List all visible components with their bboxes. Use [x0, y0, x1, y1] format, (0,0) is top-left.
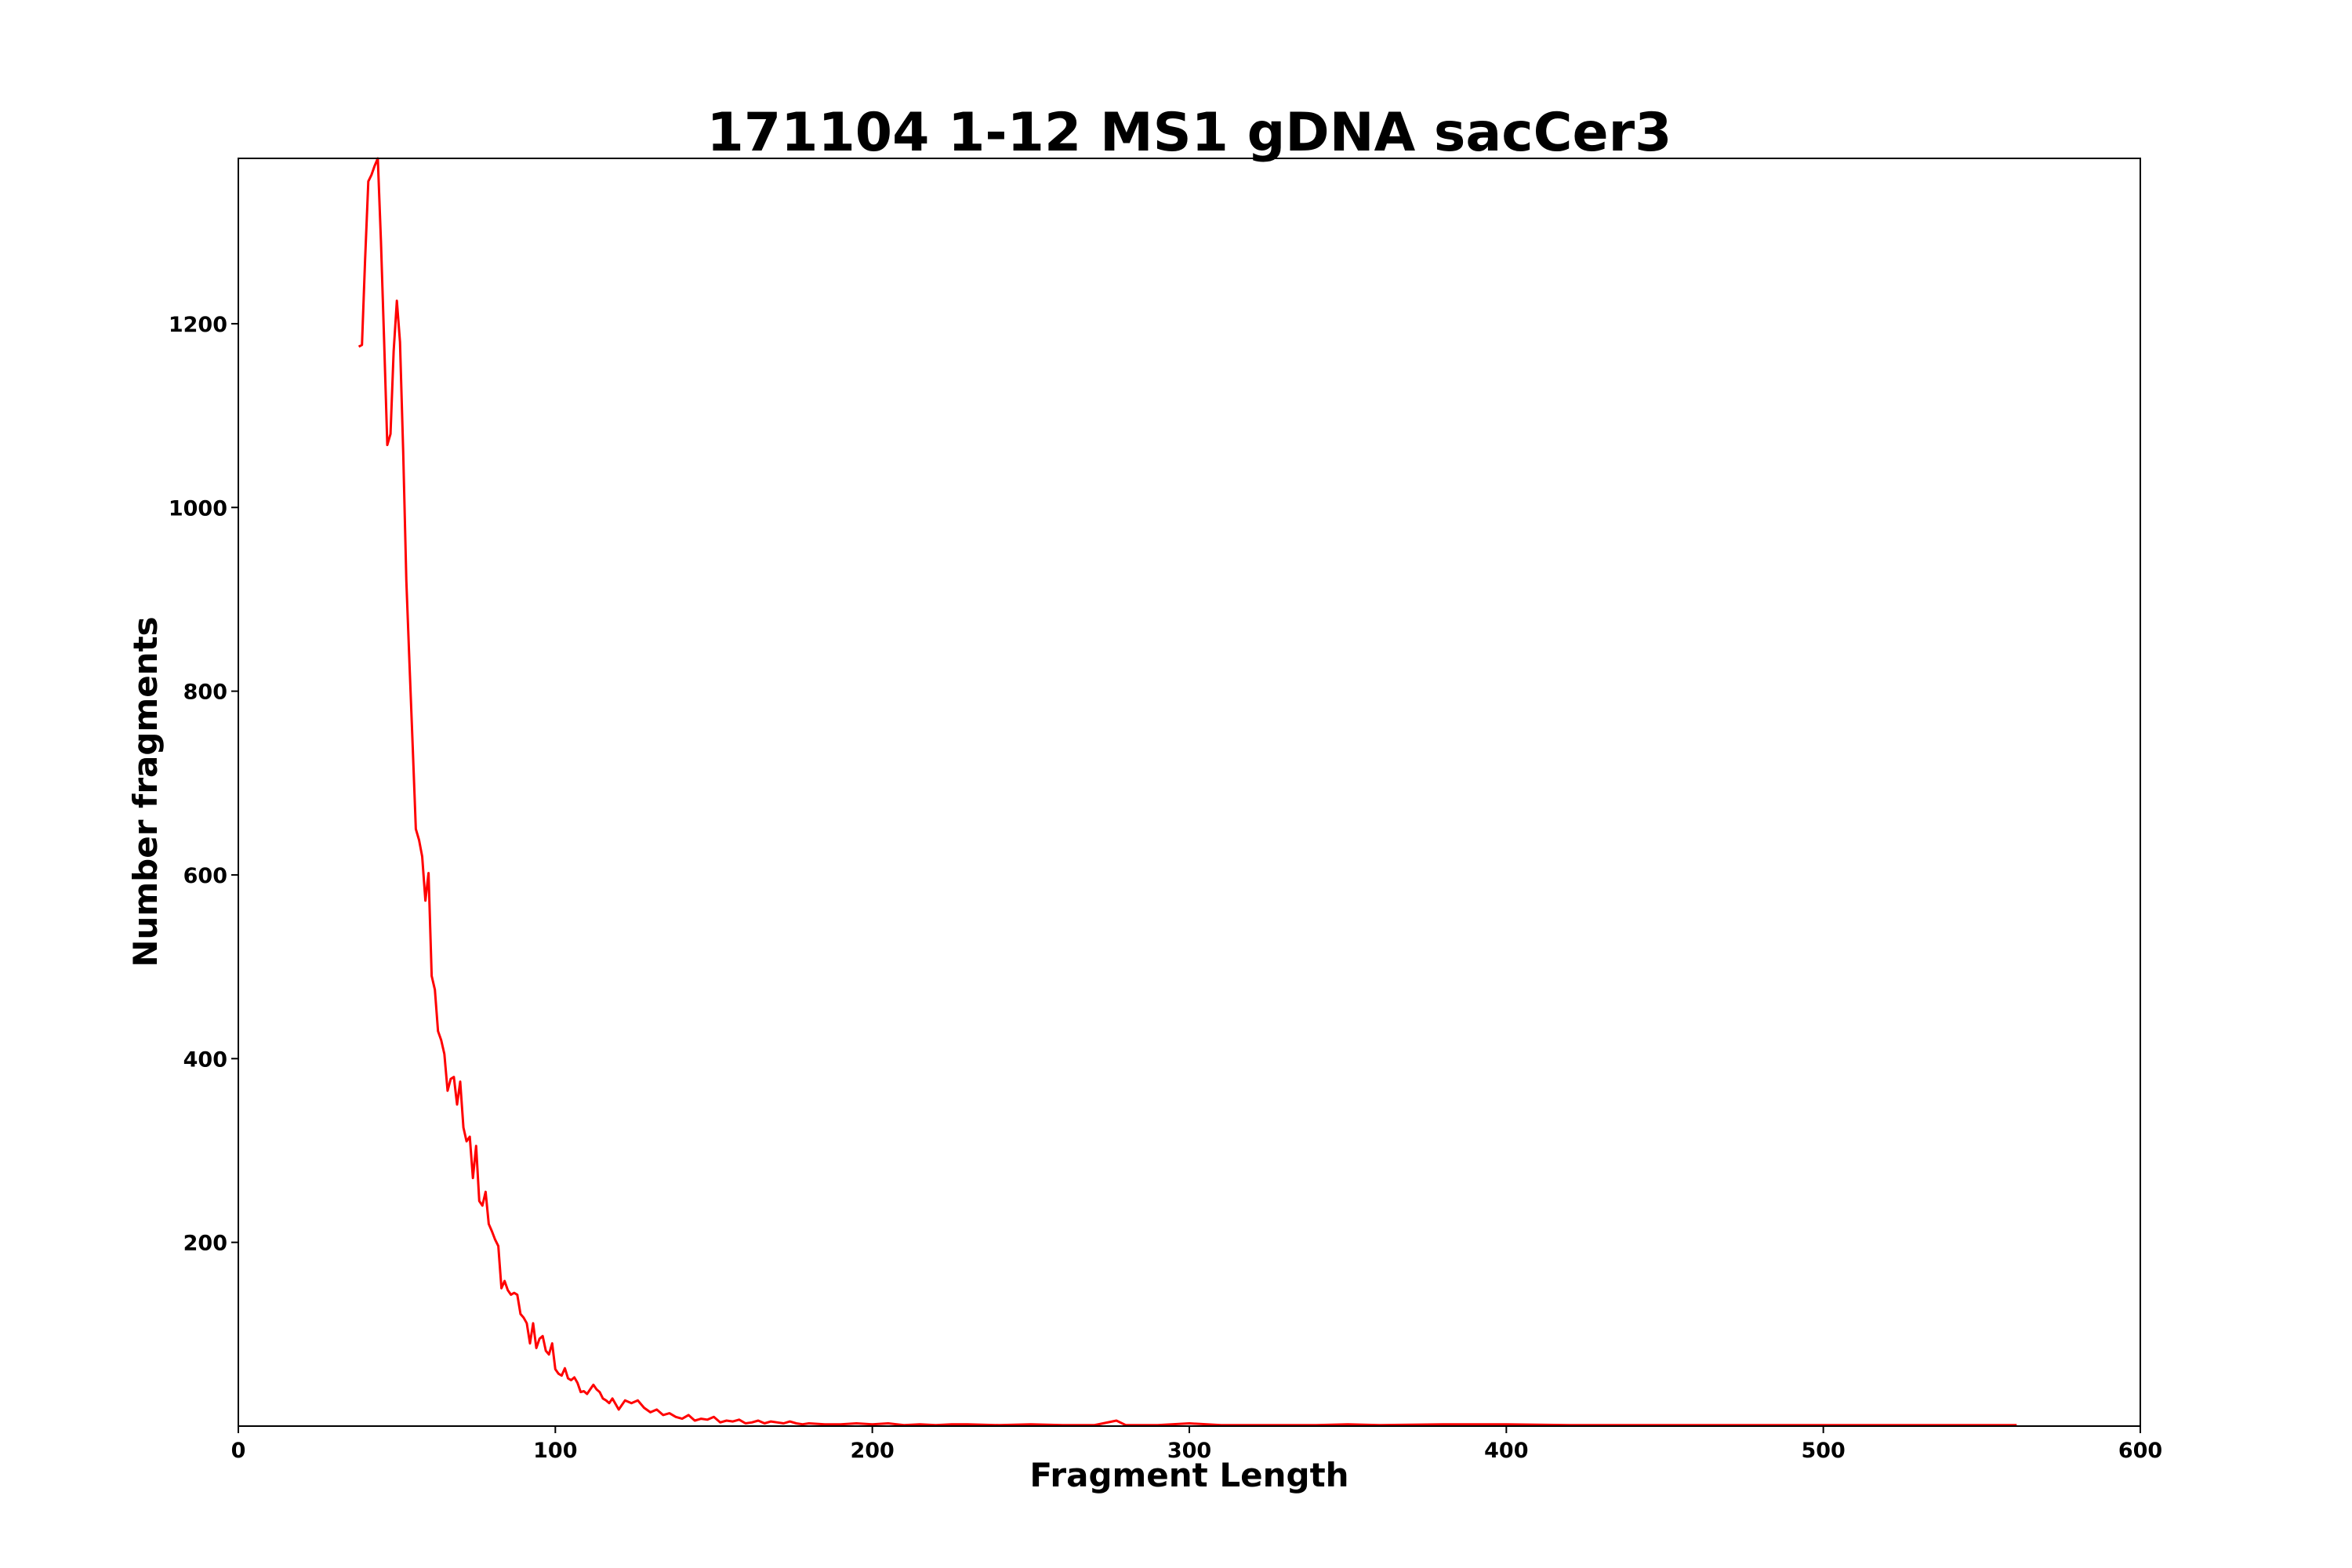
y-tick-label: 800	[183, 681, 227, 705]
x-tick-label: 500	[1801, 1439, 1845, 1463]
x-tick-label: 0	[231, 1439, 246, 1463]
x-tick-label: 300	[1167, 1439, 1211, 1463]
series-line	[358, 157, 2017, 1427]
y-axis-label: Number fragments	[126, 616, 165, 967]
y-tick-label: 200	[183, 1232, 227, 1256]
y-tick-label: 400	[183, 1047, 227, 1072]
y-tick-label: 600	[183, 864, 227, 888]
x-tick-label: 600	[2118, 1439, 2162, 1463]
y-tick-label: 1200	[169, 313, 227, 337]
y-axis-ticks: 200 400 600 800 1000 1200	[169, 313, 238, 1256]
x-axis-ticks: 0 100 200 300 400 500 600	[231, 1426, 2162, 1463]
x-tick-label: 400	[1484, 1439, 1528, 1463]
y-tick-label: 1000	[169, 496, 227, 521]
data-layer	[358, 157, 2017, 1427]
x-axis-label: Fragment Length	[1029, 1456, 1348, 1494]
chart-title: 171104 1-12 MS1 gDNA sacCer3	[707, 102, 1672, 164]
x-tick-label: 200	[850, 1439, 894, 1463]
x-tick-label: 100	[533, 1439, 577, 1463]
